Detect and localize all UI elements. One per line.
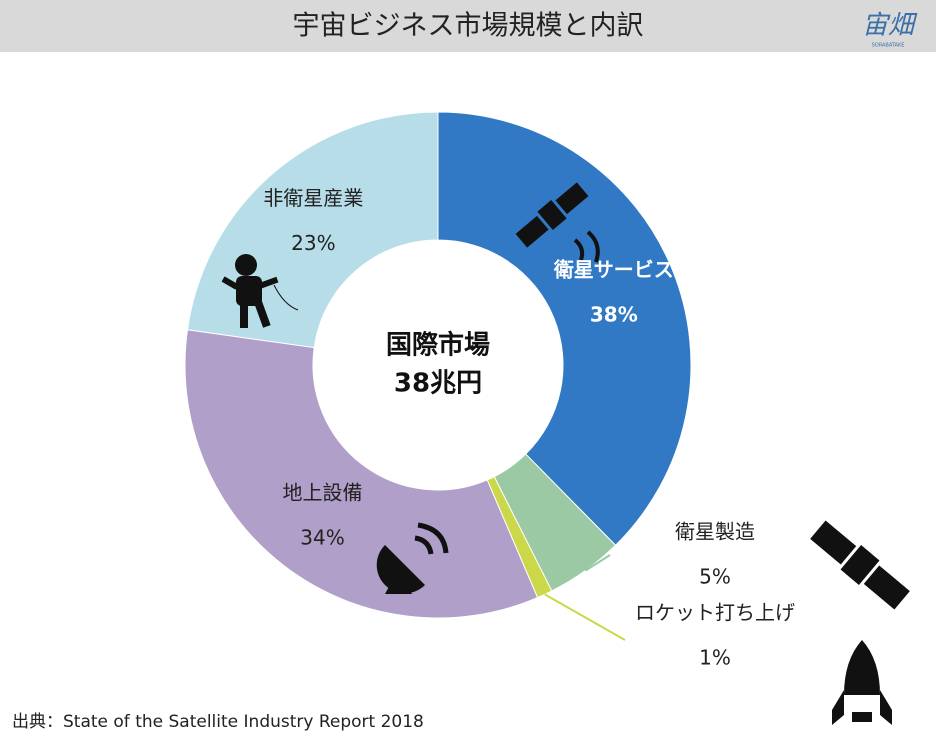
category-label: 衛星製造 <box>675 520 755 544</box>
logo-sub: SORABATAKE <box>872 43 905 49</box>
astronaut-icon <box>221 254 299 328</box>
center-label: 38兆円 <box>394 369 482 399</box>
satellite-icon <box>515 182 589 248</box>
slice <box>184 329 539 619</box>
category-label: 衛星サービス <box>553 257 674 281</box>
dish-icon <box>376 522 449 594</box>
category-label: 非衛星産業 <box>263 186 363 210</box>
slice <box>186 111 439 349</box>
center-label: 国際市場 <box>386 330 490 361</box>
signal-icon <box>573 230 600 263</box>
logo: 宙畑 <box>862 11 918 41</box>
value-label: 34% <box>300 525 344 549</box>
chart-title: 宇宙ビジネス市場規模と内訳 <box>293 11 644 42</box>
satellite-icon <box>810 520 910 610</box>
rocket-icon <box>832 640 892 725</box>
header-bar <box>0 0 936 52</box>
value-label: 1% <box>699 646 731 670</box>
value-label: 38% <box>590 302 638 326</box>
category-label: 地上設備 <box>283 480 363 504</box>
source: 出典：State of the Satellite Industry Repor… <box>12 712 424 732</box>
leader-line <box>544 593 626 641</box>
category-label: ロケット打ち上げ <box>635 601 795 625</box>
value-label: 23% <box>291 231 335 255</box>
value-label: 5% <box>699 565 731 589</box>
slice <box>437 111 692 546</box>
leader-line <box>584 554 611 572</box>
